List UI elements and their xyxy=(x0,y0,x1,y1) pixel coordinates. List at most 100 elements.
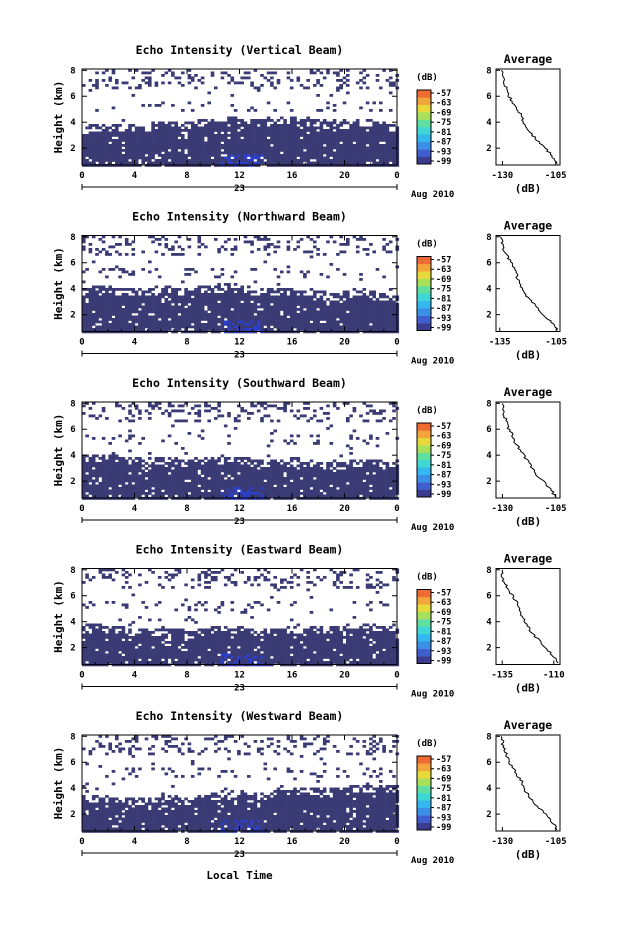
y-tick-label: 6 xyxy=(70,592,75,602)
colorbar-segment xyxy=(417,149,431,157)
colorbar-tick-label: -81 xyxy=(436,461,451,471)
colorbar-segment xyxy=(417,90,431,98)
colorbar-tick-label: -63 xyxy=(436,432,451,442)
echo-field xyxy=(82,735,400,833)
x-tick-label: 0 xyxy=(79,671,84,681)
y-tick-label: 2 xyxy=(70,144,75,154)
colorbar-tick-label: -69 xyxy=(436,608,451,618)
colorbar-tick-label: -99 xyxy=(436,823,451,833)
x-tick-label: 12 xyxy=(234,837,245,847)
colorbar-tick-label: -63 xyxy=(436,265,451,275)
profile-title: Average xyxy=(504,718,553,732)
colorbar-tick-label: -87 xyxy=(436,138,451,148)
colorbar-segment xyxy=(417,807,431,816)
profile-y-tick-label: 2 xyxy=(486,644,491,654)
y-tick-label: 4 xyxy=(70,285,76,295)
colorbar-segment xyxy=(417,97,431,105)
profile-x-tick-label: -105 xyxy=(545,837,567,847)
colorbar-segment xyxy=(417,778,431,786)
colorbar-segment xyxy=(417,633,431,642)
day-label: 23 xyxy=(234,684,245,694)
profile-line xyxy=(500,736,558,831)
colorbar-frame xyxy=(416,89,432,165)
x-tick-label: 0 xyxy=(79,338,84,348)
profile-y-tick-label: 6 xyxy=(486,592,491,602)
profile-frame xyxy=(495,568,561,665)
panel-title: Echo Intensity (Southward Beam) xyxy=(132,376,347,390)
y-tick-label: 4 xyxy=(70,618,76,628)
profile-y-tick-label: 2 xyxy=(486,477,491,487)
x-tick-label: 0 xyxy=(79,837,84,847)
profile-y-tick-label: 4 xyxy=(486,285,492,295)
profile-y-tick-label: 8 xyxy=(486,66,491,76)
profile-line xyxy=(500,69,558,164)
profile-y-tick-label: 4 xyxy=(486,618,492,628)
profile-title: Average xyxy=(504,219,553,233)
day-label: 23 xyxy=(234,184,245,194)
profile-y-tick-label: 4 xyxy=(486,784,492,794)
colorbar-tick-label: -69 xyxy=(436,275,451,285)
x-tick-label: 12 xyxy=(234,504,245,514)
colorbar-tick-label: -99 xyxy=(436,657,451,667)
profile-x-tick-label: -130 xyxy=(492,171,514,181)
x-tick-label: 0 xyxy=(394,338,399,348)
profile-y-tick-label: 8 xyxy=(486,399,491,409)
profile-y-tick-label: 8 xyxy=(486,566,491,576)
colorbar-segment xyxy=(417,589,431,598)
colorbar-segment xyxy=(417,300,431,309)
colorbar-frame xyxy=(416,422,432,498)
colorbar-unit: (dB) xyxy=(416,240,438,250)
profile-x-tick-label: -110 xyxy=(543,671,565,681)
profile-frame xyxy=(495,235,561,332)
colorbar-segment xyxy=(417,619,431,627)
colorbar-segment xyxy=(417,756,431,764)
colorbar-segment xyxy=(417,437,431,446)
colorbar-tick-label: -93 xyxy=(436,314,451,324)
colorbar-tick-label: -75 xyxy=(436,618,451,628)
colorbar-segment xyxy=(417,467,431,475)
colorbar-segment xyxy=(417,815,431,823)
y-tick-label: 8 xyxy=(70,399,75,409)
colorbar-tick-label: -57 xyxy=(436,589,451,599)
y-tick-label: 2 xyxy=(70,477,75,487)
colorbar-tick-label: -99 xyxy=(436,490,451,500)
y-tick-label: 4 xyxy=(70,118,76,128)
x-tick-label: 0 xyxy=(394,671,399,681)
profile-x-tick-label: -135 xyxy=(491,671,513,681)
y-tick-label: 2 xyxy=(70,644,75,654)
x-tick-label: 4 xyxy=(132,171,138,181)
profile-x-tick-label: -130 xyxy=(492,837,514,847)
colorbar-segment xyxy=(417,127,431,135)
date-label: Aug 2010 xyxy=(411,357,454,367)
colorbar-segment xyxy=(417,104,431,113)
colorbar-segment xyxy=(417,271,431,279)
colorbar-frame xyxy=(416,755,432,831)
y-tick-label: 6 xyxy=(70,92,75,102)
colorbar-tick-label: -99 xyxy=(436,324,451,334)
panel-title: Echo Intensity (Eastward Beam) xyxy=(136,543,344,557)
colorbar-segment xyxy=(417,596,431,605)
colorbar-tick-label: -75 xyxy=(436,118,451,128)
x-tick-label: 20 xyxy=(339,671,350,681)
y-axis-label: Height (km) xyxy=(52,81,65,154)
colorbar-segment xyxy=(417,452,431,461)
x-axis-label: Local Time xyxy=(206,869,273,882)
colorbar-segment xyxy=(417,604,431,612)
colorbar-tick-label: -93 xyxy=(436,813,451,823)
y-tick-label: 2 xyxy=(70,810,75,820)
colorbar-tick-label: -57 xyxy=(436,89,451,99)
day-label: 23 xyxy=(234,517,245,527)
date-label: Aug 2010 xyxy=(411,690,454,700)
profile-y-tick-label: 2 xyxy=(486,810,491,820)
x-tick-label: 8 xyxy=(184,338,189,348)
profile-title: Average xyxy=(504,552,553,566)
colorbar-segment xyxy=(417,141,431,150)
x-tick-label: 20 xyxy=(339,837,350,847)
profile-line xyxy=(502,403,556,497)
colorbar-segment xyxy=(417,112,431,120)
colorbar-tick-label: -57 xyxy=(436,755,451,765)
x-tick-label: 8 xyxy=(184,671,189,681)
profile-y-tick-label: 6 xyxy=(486,425,491,435)
colorbar-unit: (dB) xyxy=(416,73,438,83)
